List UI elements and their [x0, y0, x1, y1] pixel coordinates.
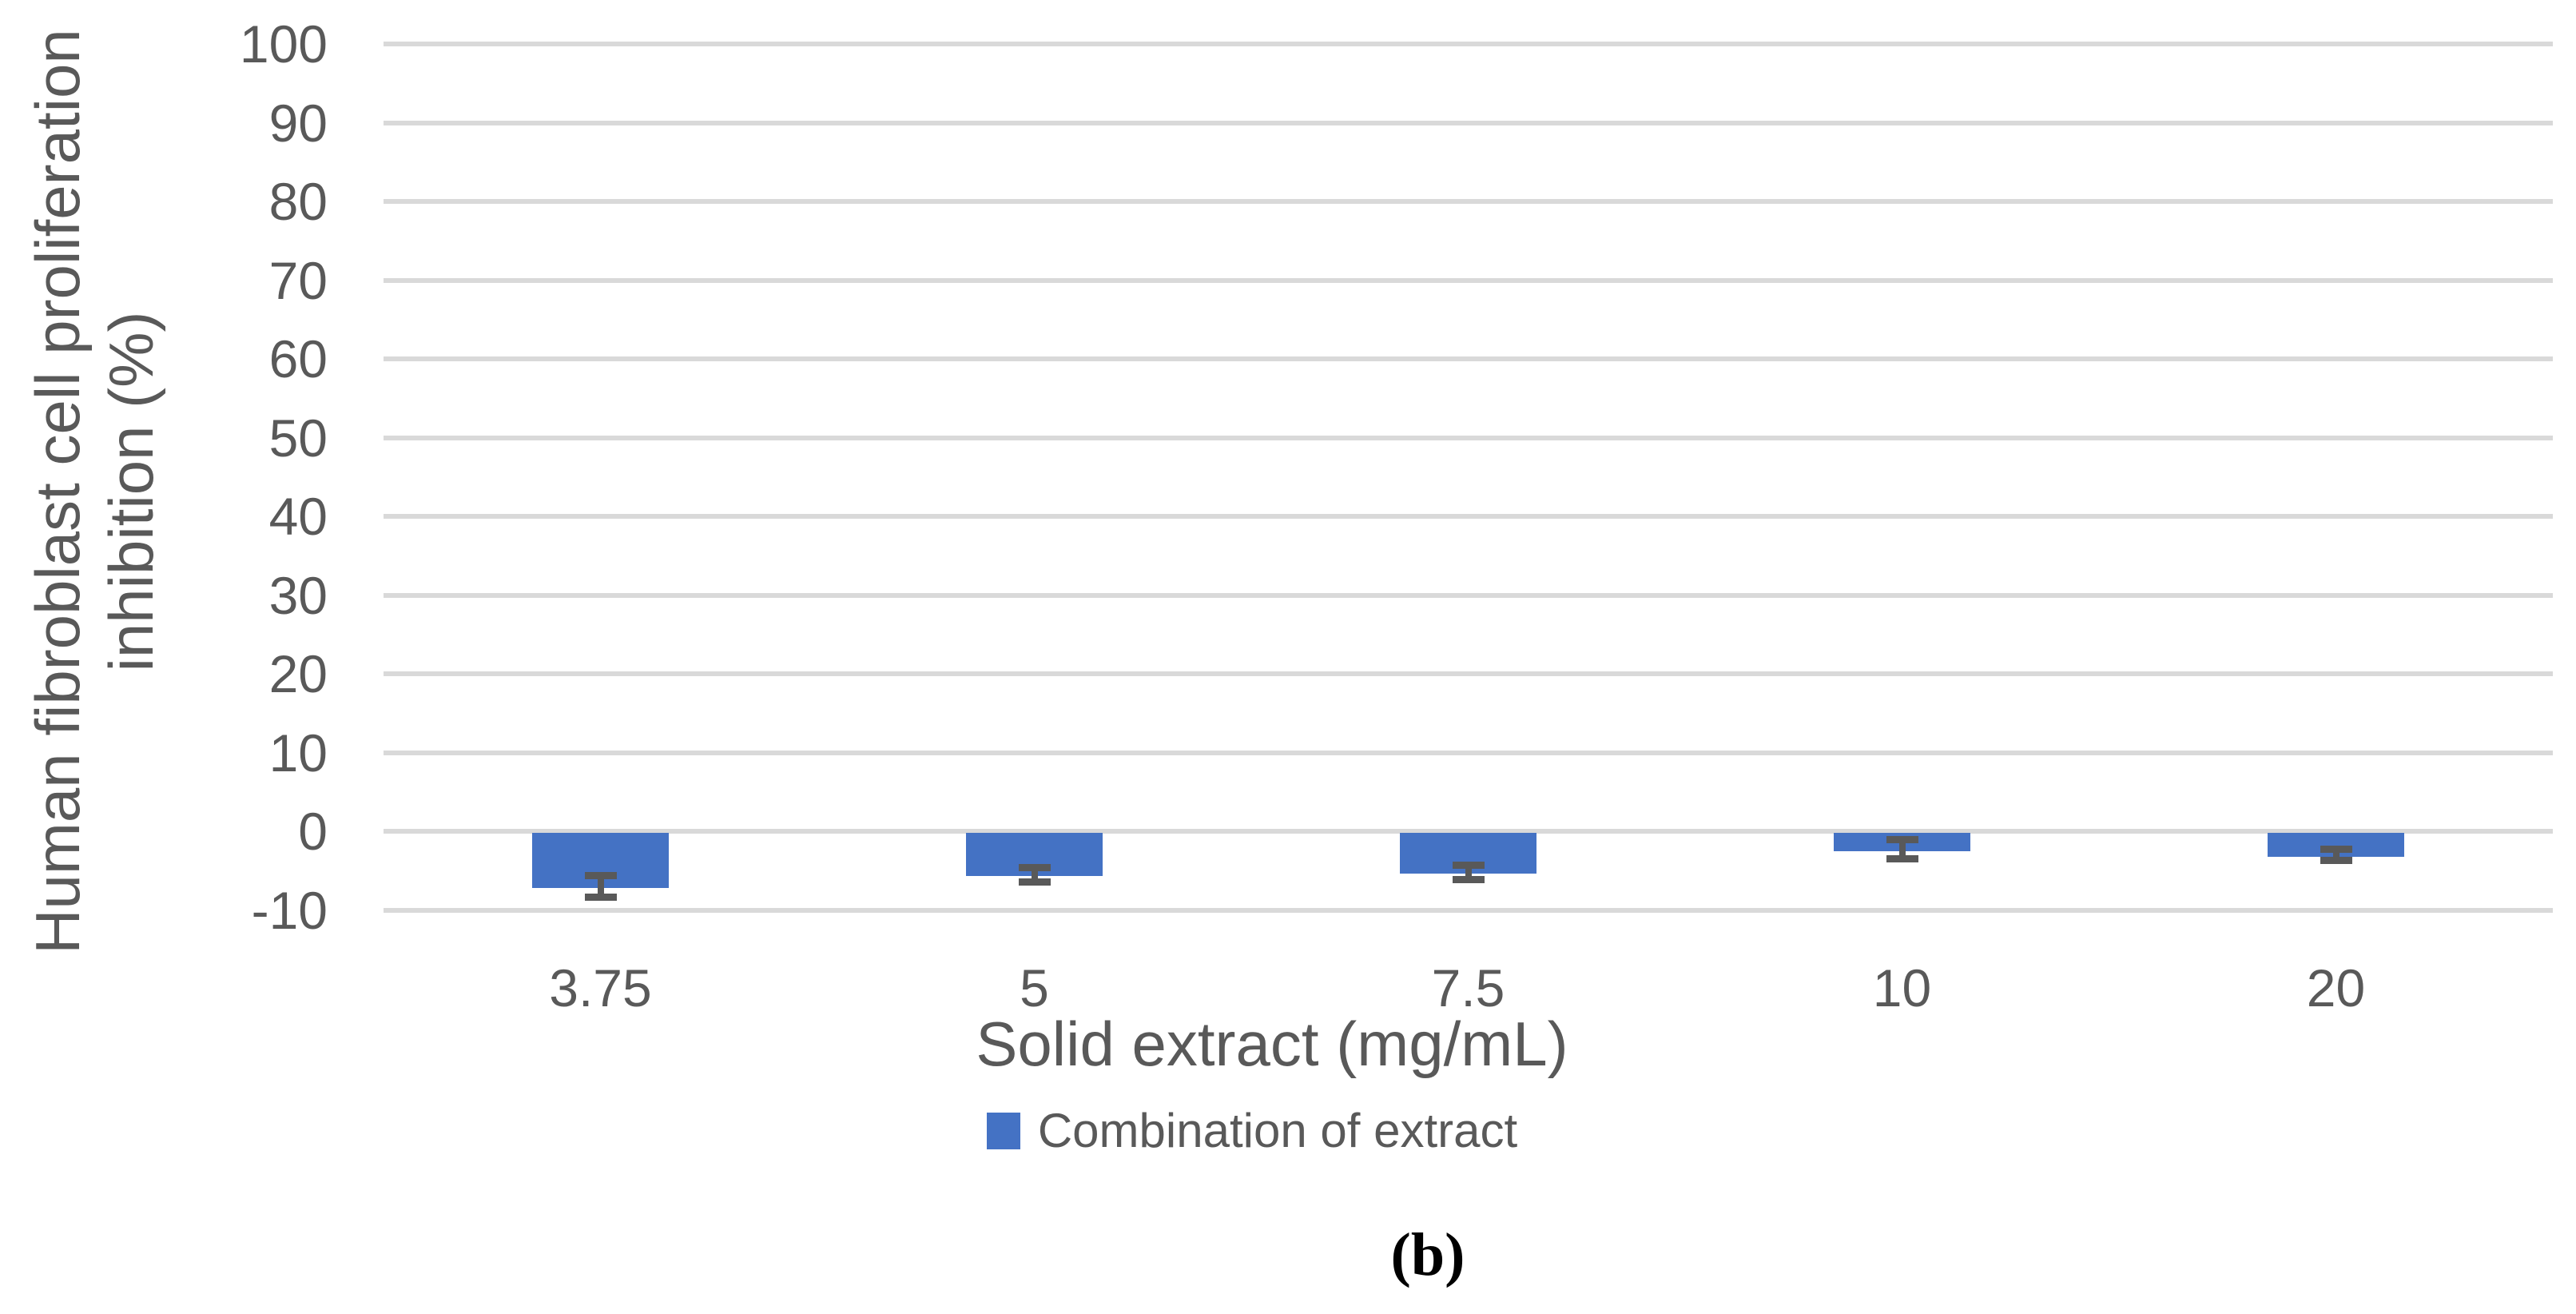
- gridline: [384, 435, 2553, 440]
- error-bar-cap: [584, 871, 617, 879]
- gridline: [384, 42, 2553, 46]
- y-tick-label: 0: [298, 802, 328, 861]
- y-tick-label: 30: [268, 565, 328, 625]
- error-bar-cap: [1018, 863, 1051, 871]
- gridline: [384, 907, 2553, 913]
- gridline: [384, 829, 2553, 834]
- error-bar-cap: [1452, 861, 1485, 869]
- gridline: [384, 592, 2553, 598]
- y-tick-label: 60: [268, 329, 328, 388]
- error-bar-cap: [1452, 875, 1485, 883]
- x-tick-label: 5: [1020, 958, 1049, 1017]
- legend-label: Combination of extract: [1037, 1104, 1518, 1157]
- y-tick-label: 50: [268, 408, 328, 468]
- y-tick-label: 70: [268, 250, 328, 310]
- figure-caption: (b): [1390, 1221, 1465, 1288]
- error-bar-cap: [1886, 854, 1918, 862]
- y-tick-label: 10: [268, 723, 328, 782]
- gridline: [384, 120, 2553, 125]
- error-bar-cap: [2320, 846, 2352, 854]
- y-tick-label: -10: [251, 880, 328, 940]
- y-tick-label: 40: [268, 487, 328, 546]
- error-bar-cap: [1886, 836, 1918, 844]
- error-bar: [1465, 865, 1472, 880]
- x-axis-title: Solid extract (mg/mL): [976, 1009, 1568, 1079]
- error-bar: [1031, 867, 1038, 882]
- x-tick-label: 3.75: [549, 958, 652, 1017]
- error-bar: [597, 875, 604, 898]
- gridline: [384, 277, 2553, 283]
- legend: Combination of extract: [0, 1104, 2540, 1157]
- error-bar: [1898, 839, 1906, 859]
- gridline: [384, 199, 2553, 204]
- x-tick-label: 20: [2306, 958, 2366, 1017]
- error-bar-cap: [2320, 856, 2352, 864]
- y-tick-label: 80: [268, 172, 328, 231]
- y-tick-label: 90: [268, 93, 328, 153]
- gridline: [384, 356, 2553, 361]
- error-bar-cap: [1018, 878, 1051, 886]
- error-bar-cap: [584, 894, 617, 902]
- gridline: [384, 750, 2553, 755]
- y-tick-label: 100: [239, 14, 328, 74]
- x-tick-label: 7.5: [1431, 958, 1505, 1017]
- x-tick-label: 10: [1872, 958, 1932, 1017]
- y-tick-label: 20: [268, 644, 328, 703]
- gridline: [384, 514, 2553, 519]
- legend-swatch: [986, 1113, 1020, 1149]
- gridline: [384, 671, 2553, 676]
- error-bar: [2332, 849, 2339, 861]
